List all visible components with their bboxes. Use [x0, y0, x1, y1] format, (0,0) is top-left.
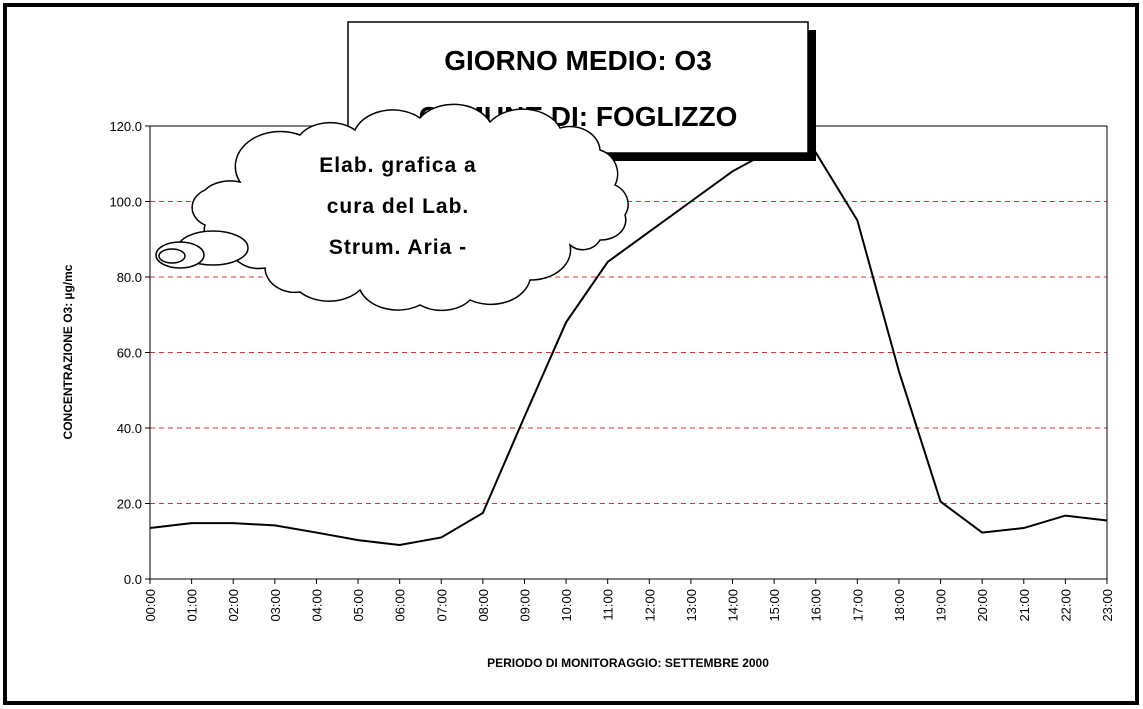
x-tick-label: 11:00: [601, 589, 616, 621]
x-tick-label: 17:00: [850, 589, 865, 622]
x-tick-label: 19:00: [934, 589, 949, 622]
plot-area: 0.0 20.0 40.0 60.0 80.0 100.0 120.0 00:00 01:00 0…: [109, 119, 1115, 622]
y-tick-label: 0.0: [124, 572, 142, 587]
cloud-bubble: [158, 248, 186, 264]
annotation: Elab. grafica a: [319, 154, 476, 177]
data-line: [149, 147, 1108, 547]
x-tick-label: 16:00: [809, 589, 824, 622]
x-tick-label: 13:00: [684, 589, 699, 622]
x-tick-label: 23:00: [1100, 589, 1115, 622]
x-tick-label: 09:00: [517, 589, 532, 622]
overlays: GIORNO MEDIO: O3 COMUNE DI: FOGLIZZO Ela…: [155, 21, 816, 312]
x-tick-label: 00:00: [143, 589, 158, 622]
cloud: [191, 103, 629, 312]
y-tick-label: 120.0: [109, 119, 142, 134]
x-tick-label: 15:00: [767, 589, 782, 622]
x-tick-label: 06:00: [393, 589, 408, 622]
x-tick-label: 22:00: [1058, 589, 1073, 622]
y-tick-label: 60.0: [117, 346, 142, 361]
x-tick-label: 07:00: [434, 589, 449, 622]
y-tick-label: 80.0: [117, 270, 142, 285]
x-tick-label: 21:00: [1017, 589, 1032, 622]
x-tick-label: 12:00: [642, 589, 657, 622]
x-tick-label: 03:00: [268, 589, 283, 622]
annotation: Strum. Aria -: [329, 236, 467, 259]
y-axis-label: CONCENTRAZIONE O3: µg/mc: [61, 264, 75, 439]
x-axis-label: PERIODO DI MONITORAGGIO: SETTEMBRE 2000: [487, 656, 769, 670]
chart-title: GIORNO MEDIO: O3: [444, 45, 712, 76]
x-tick-label: 05:00: [351, 589, 366, 622]
annotation: cura del Lab.: [327, 195, 470, 218]
x-tick-label: 02:00: [226, 589, 241, 622]
y-tick-label: 40.0: [117, 421, 142, 436]
x-tick-label: 08:00: [476, 589, 491, 622]
y-tick-label: 100.0: [109, 195, 142, 210]
x-tick-label: 18:00: [892, 589, 907, 622]
x-tick-label: 01:00: [185, 589, 200, 622]
x-tick-label: 20:00: [975, 589, 990, 622]
x-tick-label: 10:00: [559, 589, 574, 622]
x-tick-label: 14:00: [726, 589, 741, 622]
x-tick-label: 04:00: [309, 589, 324, 622]
y-tick-label: 20.0: [117, 497, 142, 512]
